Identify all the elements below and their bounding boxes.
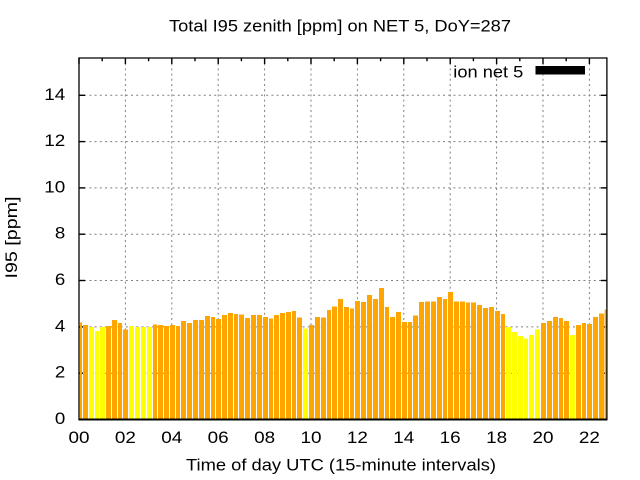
svg-text:ion net 5: ion net 5	[453, 63, 523, 81]
svg-text:10: 10	[301, 429, 322, 447]
svg-text:08: 08	[254, 429, 275, 447]
svg-text:Time of day UTC (15-minute int: Time of day UTC (15-minute intervals)	[186, 456, 496, 474]
svg-text:I95 [ppm]: I95 [ppm]	[3, 197, 21, 279]
svg-text:14: 14	[393, 429, 414, 447]
svg-text:00: 00	[69, 429, 90, 447]
svg-text:10: 10	[44, 178, 65, 196]
svg-text:0: 0	[55, 410, 65, 428]
svg-text:12: 12	[347, 429, 368, 447]
svg-text:12: 12	[44, 132, 65, 150]
svg-text:18: 18	[486, 429, 507, 447]
svg-text:4: 4	[55, 317, 65, 335]
svg-text:04: 04	[161, 429, 182, 447]
svg-text:8: 8	[55, 225, 65, 243]
svg-text:22: 22	[579, 429, 600, 447]
svg-text:14: 14	[44, 86, 65, 104]
svg-text:16: 16	[440, 429, 461, 447]
svg-text:02: 02	[115, 429, 136, 447]
svg-text:06: 06	[208, 429, 229, 447]
svg-text:20: 20	[533, 429, 554, 447]
svg-text:2: 2	[55, 364, 65, 382]
svg-text:Total I95 zenith [ppm] on NET: Total I95 zenith [ppm] on NET 5, DoY=287	[169, 17, 511, 35]
svg-text:6: 6	[55, 271, 65, 289]
